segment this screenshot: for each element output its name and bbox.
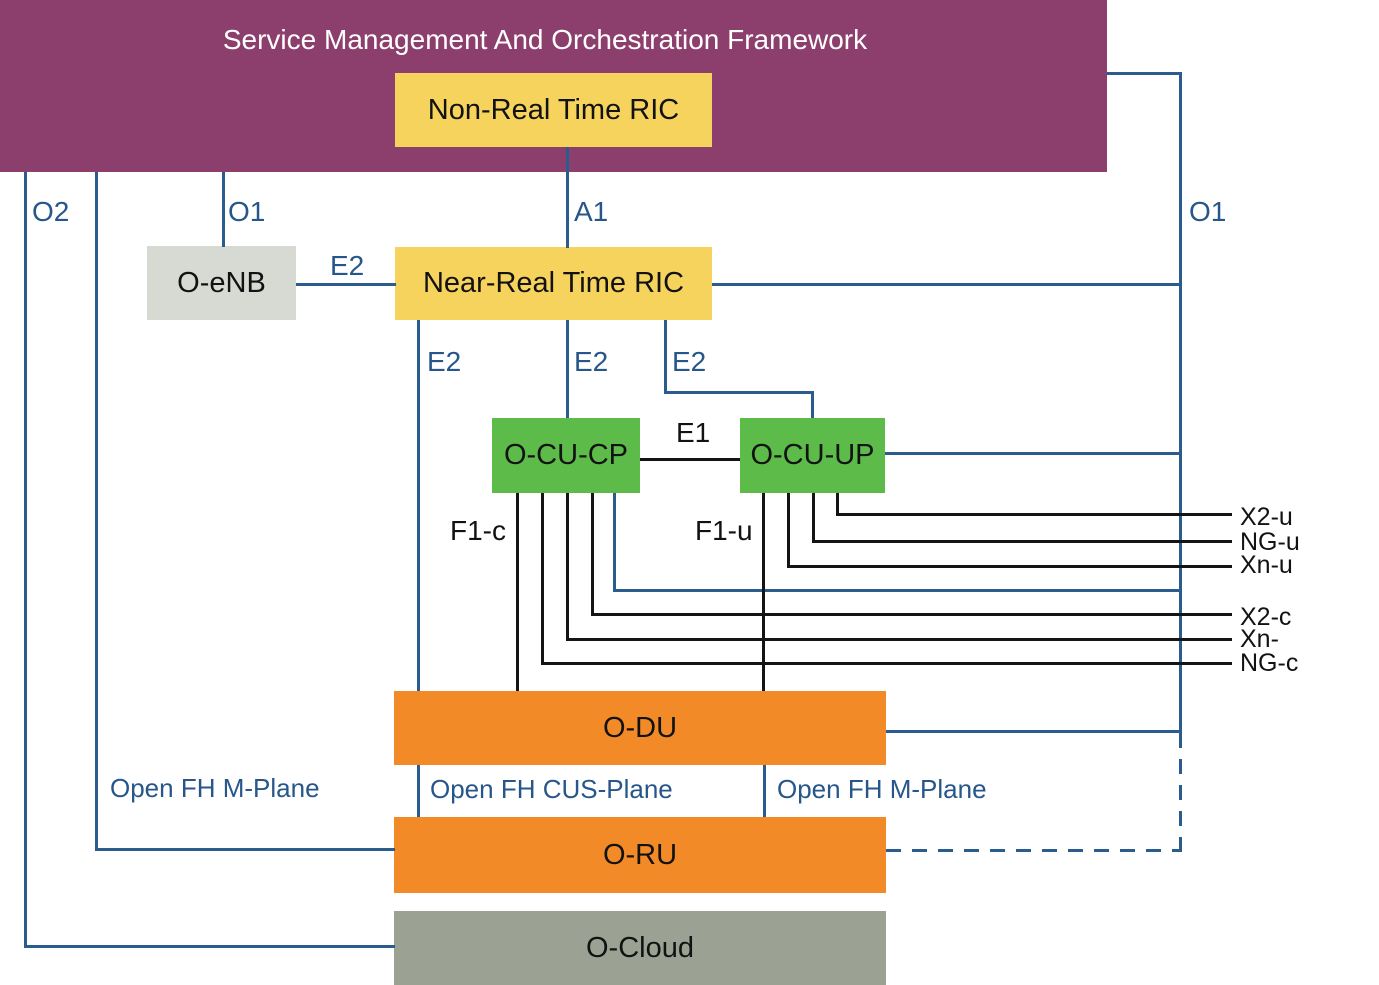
o-ru-box: O-RU (394, 817, 886, 893)
x2-u-label: X2-u (1240, 503, 1293, 531)
f1-c-line (516, 493, 519, 691)
o2-line-vertical (24, 172, 27, 948)
e2-du-line (417, 320, 420, 691)
x2-c-line-vertical (591, 493, 594, 616)
near-rt-ric-box: Near-Real Time RIC (395, 247, 712, 320)
o-cu-up-box: O-CU-UP (740, 418, 885, 493)
xn-c-label: Xn- (1240, 625, 1279, 653)
o-cloud-label: O-Cloud (586, 931, 694, 964)
e2-cuup-line-v1 (664, 320, 667, 394)
e2-enb-line (296, 283, 396, 286)
e2-cuup-label: E2 (672, 346, 707, 377)
non-rt-ric-box: Non-Real Time RIC (395, 73, 712, 147)
o-enb-box: O-eNB (147, 246, 296, 320)
smo-framework-title: Service Management And Orchestration Fra… (222, 24, 868, 55)
o2-line-horizontal (24, 945, 395, 948)
o1-right-line-top (1107, 72, 1182, 75)
a1-label: A1 (574, 196, 609, 227)
xn-u-line-horizontal (787, 565, 1232, 568)
o-cu-up-o1-line (885, 452, 1179, 455)
o-du-o1-line (886, 730, 1179, 733)
open-fh-cus-line (417, 765, 420, 817)
o-cu-cp-o1-line-vertical (613, 493, 616, 592)
o-cu-up-label: O-CU-UP (750, 439, 875, 471)
o1-right-label: O1 (1189, 196, 1227, 227)
open-fh-m-left-line-vertical (95, 172, 98, 851)
o1-enb-label: O1 (228, 196, 266, 227)
x2-u-line-vertical (836, 493, 839, 516)
o-ru-label: O-RU (602, 838, 678, 871)
e2-cucp-label: E2 (574, 346, 609, 377)
e2-cucp-line (566, 320, 569, 418)
x2-u-line-horizontal (836, 513, 1232, 516)
o2-label: O2 (32, 196, 70, 227)
non-rt-ric-label: Non-Real Time RIC (427, 93, 680, 126)
o-du-box: O-DU (394, 691, 886, 765)
xn-c-line-vertical (566, 493, 569, 641)
f1-c-label: F1-c (450, 515, 506, 546)
o-du-label: O-DU (602, 711, 678, 744)
o-enb-label: O-eNB (177, 266, 266, 299)
o-cu-cp-label: O-CU-CP (503, 439, 629, 471)
e2-du-label: E2 (427, 346, 462, 377)
a1-line (566, 147, 569, 248)
e1-line (640, 458, 740, 461)
xn-u-label: Xn-u (1240, 551, 1293, 579)
o1-right-line-vertical (1179, 72, 1182, 733)
ng-c-label: NG-c (1240, 649, 1299, 677)
ng-c-line-vertical (541, 493, 544, 665)
xn-u-line-vertical (787, 493, 790, 568)
x2-c-label: X2-c (1240, 603, 1292, 631)
e2-enb-label: E2 (330, 250, 365, 281)
near-rt-ric-o1-line (712, 283, 1179, 286)
f1-u-line (762, 493, 765, 691)
xn-c-line-horizontal (566, 638, 1232, 641)
ng-c-line-horizontal (541, 662, 1232, 665)
e1-label: E1 (676, 417, 711, 448)
o1-enb-line (222, 172, 225, 247)
o-ru-dashed-line-vertical (1179, 733, 1182, 851)
ng-u-line-vertical (812, 493, 815, 543)
e2-cuup-line-h (664, 391, 814, 394)
open-fh-m-right-label: Open FH M-Plane (777, 774, 987, 804)
f1-u-label: F1-u (695, 515, 753, 546)
open-fh-m-left-line-horizontal (95, 848, 395, 851)
o-cloud-box: O-Cloud (394, 911, 886, 985)
e2-cuup-line-v2 (811, 391, 814, 418)
ng-u-line-horizontal (812, 540, 1232, 543)
open-fh-m-left-label: Open FH M-Plane (110, 773, 320, 803)
open-fh-m-right-line-vertical (763, 765, 766, 817)
o-ru-dashed-line-horizontal (886, 849, 1182, 852)
ng-u-label: NG-u (1240, 528, 1300, 556)
o-cu-cp-o1-line-horizontal (613, 589, 1179, 592)
o-cu-cp-box: O-CU-CP (492, 418, 640, 493)
open-fh-cus-label: Open FH CUS-Plane (430, 774, 673, 804)
x2-c-line-horizontal (591, 613, 1232, 616)
near-rt-ric-label: Near-Real Time RIC (422, 267, 685, 299)
